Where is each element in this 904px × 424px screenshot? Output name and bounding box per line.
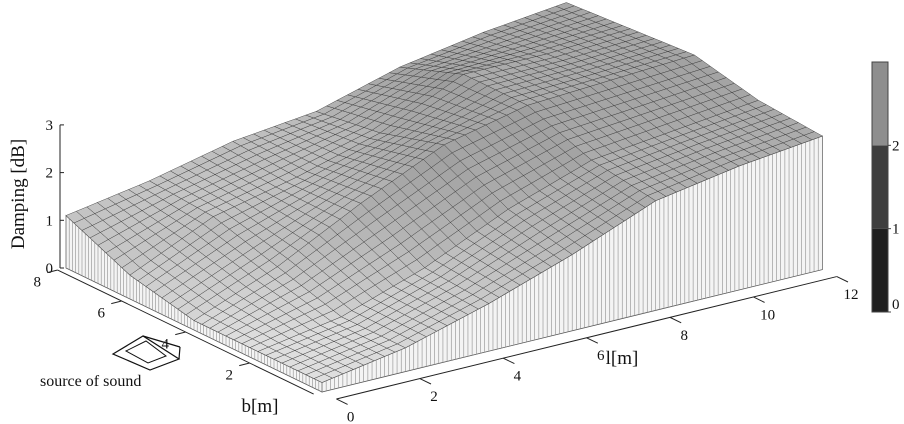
x-tick-label: 12	[844, 287, 859, 303]
x-tick-label: 8	[680, 328, 688, 344]
y-tick-label: 8	[33, 275, 41, 291]
colorbar-frame	[871, 61, 889, 313]
x-tick-label: 10	[760, 307, 775, 323]
x-tick	[836, 276, 849, 283]
sound-source-label: source of sound	[40, 373, 141, 390]
sound-source-icon	[111, 335, 181, 371]
x-tick-label: 4	[514, 369, 522, 385]
surface-mesh	[65, 2, 823, 383]
z-tick-label: 0	[46, 261, 54, 277]
x-tick	[336, 398, 348, 405]
x-tick	[502, 357, 515, 365]
y-tick	[47, 269, 58, 274]
colorbar-band	[872, 62, 888, 146]
colorbar-tick-label: 2	[892, 138, 900, 154]
x-tick-label: 2	[430, 389, 438, 405]
x-tick-label: 6	[597, 348, 605, 364]
x-axis-label: l[m]	[606, 348, 639, 369]
y-tick	[239, 362, 250, 367]
x-tick	[586, 337, 599, 344]
z-tick-label: 1	[46, 213, 54, 229]
colorbar-tick-label: 1	[892, 222, 900, 238]
y-tick-label: 4	[161, 337, 169, 353]
y-axis-label: b[m]	[242, 396, 279, 417]
z-tick-label: 2	[46, 166, 54, 182]
x-tick	[669, 316, 682, 324]
y-tick-label: 6	[97, 306, 105, 322]
x-tick-label: 0	[347, 409, 355, 424]
z-axis-label: Damping [dB]	[8, 139, 29, 249]
z-tick-label: 3	[46, 118, 54, 134]
side-walls	[65, 135, 823, 393]
y-tick	[175, 331, 186, 336]
colorbar-tick-label: 0	[892, 297, 900, 313]
x-tick	[419, 378, 432, 385]
surface-cell	[803, 131, 823, 141]
colorbar-band	[872, 228, 888, 312]
x-tick	[753, 296, 765, 303]
y-tick	[111, 300, 122, 305]
y-tick-label: 2	[225, 368, 233, 384]
colorbar: 0 1 2	[871, 61, 900, 313]
colorbar-band	[872, 145, 888, 229]
